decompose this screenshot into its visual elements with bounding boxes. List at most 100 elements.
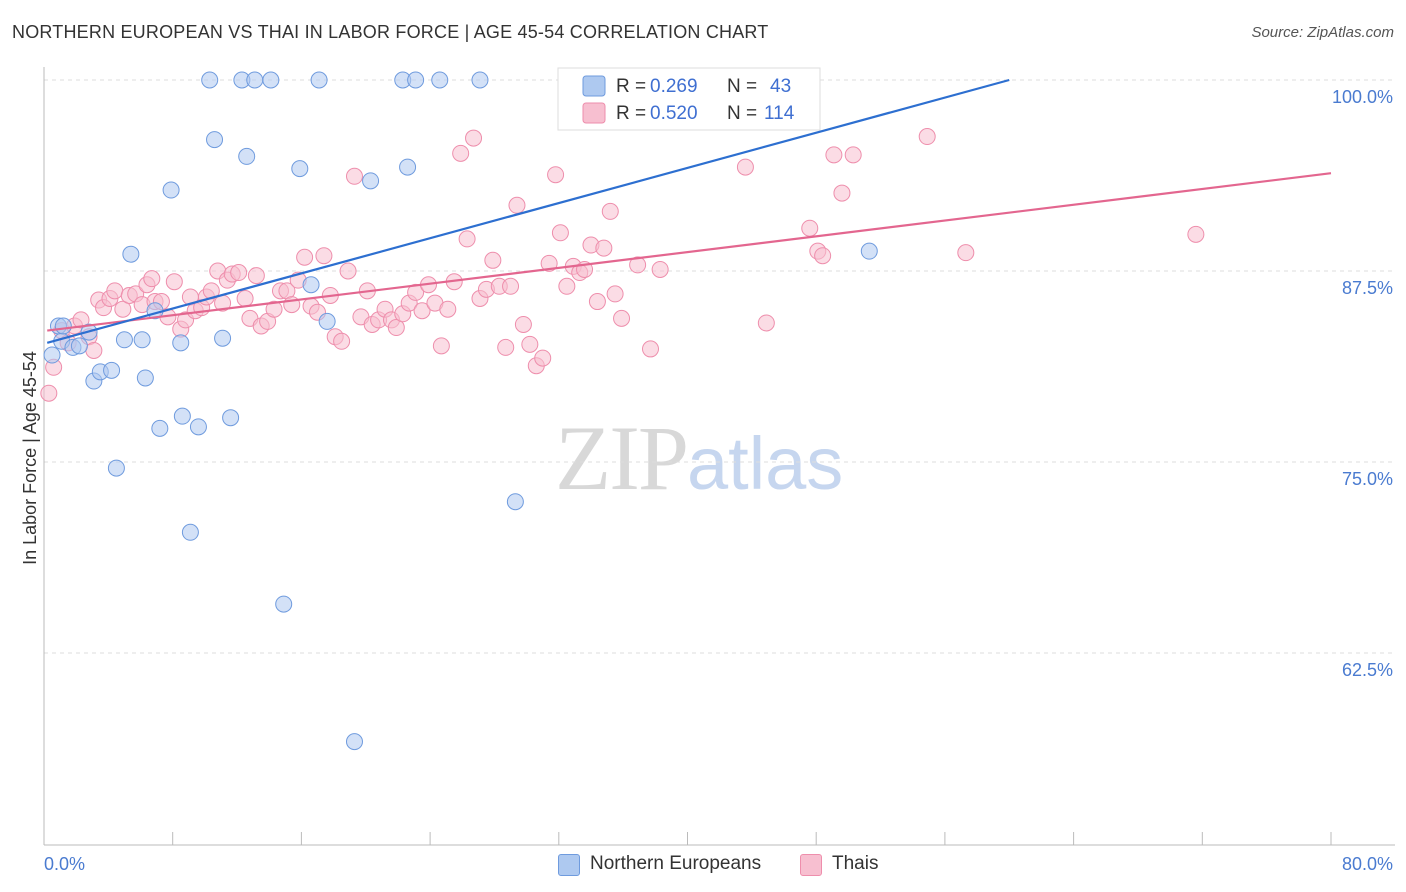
northern-europeans-point-12 xyxy=(122,245,140,263)
thais-point-71 xyxy=(465,129,483,147)
thais-point-78 xyxy=(508,196,526,214)
thais-point-39 xyxy=(265,300,283,318)
northern-europeans-point-18 xyxy=(172,334,190,352)
thais-point-0 xyxy=(40,384,58,402)
northern-europeans-point-28 xyxy=(246,71,264,89)
thais-point-86 xyxy=(558,277,576,295)
thais-point-70 xyxy=(458,230,476,248)
northern-europeans-point-40 xyxy=(431,71,449,89)
thais-points xyxy=(40,71,1205,402)
bottom-legend: Northern Europeans Thais xyxy=(0,850,1406,880)
northern-europeans-point-20 xyxy=(181,523,199,541)
thais-point-44 xyxy=(296,248,314,266)
legend-r-label-0: R = xyxy=(616,76,646,97)
inset-legend: R = 0.269 N = 43 R = 0.520 N = 114 xyxy=(557,67,821,131)
thais-point-83 xyxy=(540,254,558,272)
watermark-atlas: atlas xyxy=(687,422,844,505)
thais-point-103 xyxy=(918,128,936,146)
thais-point-67 xyxy=(439,300,457,318)
thais-point-76 xyxy=(497,338,515,356)
thais-point-11 xyxy=(106,282,124,300)
northern-europeans-point-38 xyxy=(399,158,417,176)
thais-point-51 xyxy=(339,262,357,280)
thais-point-96 xyxy=(629,256,647,274)
bottom-legend-swatch-blue xyxy=(558,854,580,876)
northern-europeans-point-34 xyxy=(318,312,336,330)
northern-europeans-point-13 xyxy=(133,331,151,349)
northern-europeans-point-36 xyxy=(362,172,380,190)
bottom-legend-northern-europeans: Northern Europeans xyxy=(590,853,762,874)
thais-point-80 xyxy=(521,335,539,353)
northern-europeans-points xyxy=(43,71,878,751)
northern-europeans-point-41 xyxy=(471,71,489,89)
northern-europeans-point-31 xyxy=(291,160,309,178)
thais-point-36 xyxy=(247,267,265,285)
northern-europeans-point-14 xyxy=(136,369,154,387)
thais-point-52 xyxy=(345,167,363,185)
thais-point-21 xyxy=(165,273,183,291)
y-tick-label-87.5: 87.5% xyxy=(1342,278,1393,298)
thais-point-95 xyxy=(613,309,631,327)
y-axis-label: In Labor Force | Age 45-54 xyxy=(20,351,40,565)
thais-point-92 xyxy=(595,239,613,257)
northern-europeans-point-16 xyxy=(151,419,169,437)
axes xyxy=(43,67,1395,846)
chart-title: NORTHERN EUROPEAN VS THAI IN LABOR FORCE… xyxy=(12,22,769,42)
thais-point-106 xyxy=(814,247,832,265)
northern-europeans-point-39 xyxy=(407,71,425,89)
x-tick-marks xyxy=(43,832,1332,845)
gridlines xyxy=(44,79,1395,654)
y-tick-label-100: 100.0% xyxy=(1332,87,1393,107)
thais-point-34 xyxy=(236,290,254,308)
thais-point-101 xyxy=(757,314,775,332)
thais-point-47 xyxy=(315,247,333,265)
legend-r-value-1: 0.520 xyxy=(650,103,698,124)
thais-point-69 xyxy=(452,144,470,162)
thais-point-59 xyxy=(387,319,405,337)
northern-europeans-point-30 xyxy=(275,595,293,613)
northern-europeans-point-17 xyxy=(162,181,180,199)
legend-n-value-0: 43 xyxy=(770,76,791,97)
thais-point-98 xyxy=(651,260,669,278)
thais-point-109 xyxy=(957,244,975,262)
thais-point-100 xyxy=(736,158,754,176)
northern-europeans-point-33 xyxy=(310,71,328,89)
scatter-chart: 62.5% 75.0% 87.5% 100.0% In Labor Force | A… xyxy=(20,67,1395,846)
northern-europeans-point-10 xyxy=(107,459,125,477)
thais-point-110 xyxy=(844,146,862,164)
northern-europeans-trend-line xyxy=(46,78,1010,344)
northern-europeans-point-29 xyxy=(262,71,280,89)
northern-europeans-point-23 xyxy=(206,131,224,149)
bottom-legend-swatch-pink xyxy=(800,854,822,876)
thais-point-91 xyxy=(588,293,606,311)
y-tick-label-62.5: 62.5% xyxy=(1342,660,1393,680)
northern-europeans-point-32 xyxy=(302,276,320,294)
thais-point-79 xyxy=(514,315,532,333)
legend-n-value-1: 114 xyxy=(764,103,795,124)
thais-point-50 xyxy=(333,332,351,350)
trend-lines xyxy=(46,78,1332,344)
legend-swatch-pink xyxy=(582,102,606,124)
watermark: ZIPatlas xyxy=(555,405,843,511)
thais-point-66 xyxy=(432,337,450,355)
northern-europeans-point-0 xyxy=(43,346,61,364)
thais-point-63 xyxy=(413,302,431,320)
thais-point-107 xyxy=(833,184,851,202)
source-credit: Source: ZipAtlas.com xyxy=(1251,24,1394,41)
y-tick-label-75: 75.0% xyxy=(1342,469,1393,489)
northern-europeans-point-11 xyxy=(115,331,133,349)
northern-europeans-point-27 xyxy=(238,147,256,165)
bottom-legend-thais: Thais xyxy=(832,853,879,874)
legend-r-label-1: R = xyxy=(616,103,646,124)
northern-europeans-point-21 xyxy=(189,418,207,436)
thais-point-85 xyxy=(551,224,569,242)
northern-europeans-point-35 xyxy=(345,733,363,751)
northern-europeans-point-22 xyxy=(201,71,219,89)
thais-point-93 xyxy=(601,202,619,220)
northern-europeans-point-24 xyxy=(214,329,232,347)
thais-point-102 xyxy=(825,146,843,164)
northern-europeans-point-3 xyxy=(54,317,72,335)
y-tick-labels: 62.5% 75.0% 87.5% 100.0% xyxy=(1332,87,1393,680)
thais-point-77 xyxy=(502,277,520,295)
thais-point-17 xyxy=(143,270,161,288)
